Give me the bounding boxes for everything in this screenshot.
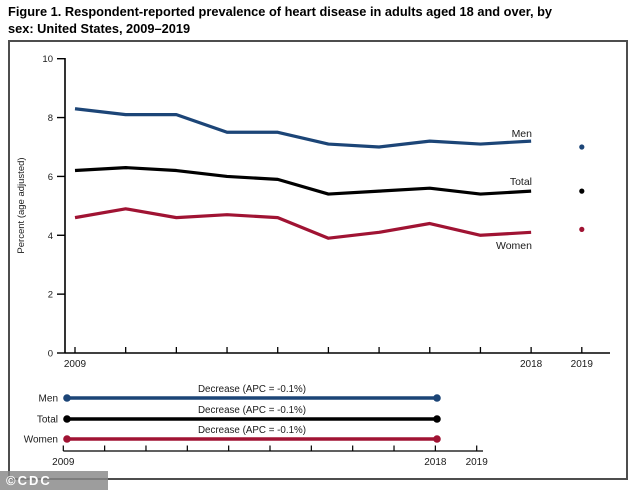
x-tick-label-2009: 2009 [64, 359, 87, 370]
apc-dot-end-men [433, 394, 441, 402]
apc-annotation-total: Decrease (APC = -0.1%) [198, 405, 306, 416]
apc-dot-end-women [433, 435, 441, 443]
y-tick-label: 4 [48, 231, 53, 242]
figure-title: Figure 1. Respondent-reported prevalence… [8, 3, 628, 37]
figure-title-line2: sex: United States, 2009–2019 [8, 21, 191, 36]
apc-dot-end-total [433, 415, 441, 423]
series-line-men [74, 107, 532, 149]
apc-dot-start-women [63, 435, 71, 443]
series-point-2019-total [579, 188, 585, 194]
figure-border-box: 0 2 4 6 8 10 Percent (age adjusted) 2009 2018 201… [8, 40, 628, 480]
x-tick-label-2019: 2019 [571, 359, 594, 370]
y-axis-title: Percent (age adjusted) [16, 157, 27, 253]
apc-dot-start-men [63, 394, 71, 402]
apc-annotation-men: Decrease (APC = -0.1%) [198, 384, 306, 395]
figure-title-line1: Figure 1. Respondent-reported prevalence… [8, 4, 553, 19]
series-label-total: Total [510, 176, 532, 188]
apc-dot-start-total [63, 415, 71, 423]
y-tick-label: 8 [48, 113, 53, 124]
series-line-total [74, 165, 532, 196]
apc-row-label-men: Men [39, 394, 58, 405]
bottom-tick-label-2019: 2019 [466, 457, 489, 468]
series-label-men: Men [512, 128, 533, 140]
apc-annotation-women: Decrease (APC = -0.1%) [198, 425, 306, 436]
cdc-watermark: ©CDC [0, 471, 108, 490]
apc-row-label-total: Total [37, 415, 58, 426]
bottom-tick-label-2009: 2009 [52, 457, 75, 468]
y-tick-label: 0 [48, 349, 53, 360]
y-tick-label: 2 [48, 290, 53, 301]
series-point-2019-men [579, 144, 585, 150]
cdc-watermark-text: ©CDC [6, 473, 52, 488]
chart-svg: 0 2 4 6 8 10 Percent (age adjusted) 2009 2018 201… [16, 54, 610, 468]
x-tick-label-2018: 2018 [520, 359, 543, 370]
series-line-women [74, 207, 532, 240]
series-label-women: Women [496, 240, 532, 252]
apc-row-label-women: Women [24, 435, 58, 446]
y-tick-label: 6 [48, 172, 53, 183]
series-point-2019-women [579, 226, 585, 232]
bottom-tick-label-2018: 2018 [424, 457, 447, 468]
y-tick-label: 10 [42, 54, 53, 65]
